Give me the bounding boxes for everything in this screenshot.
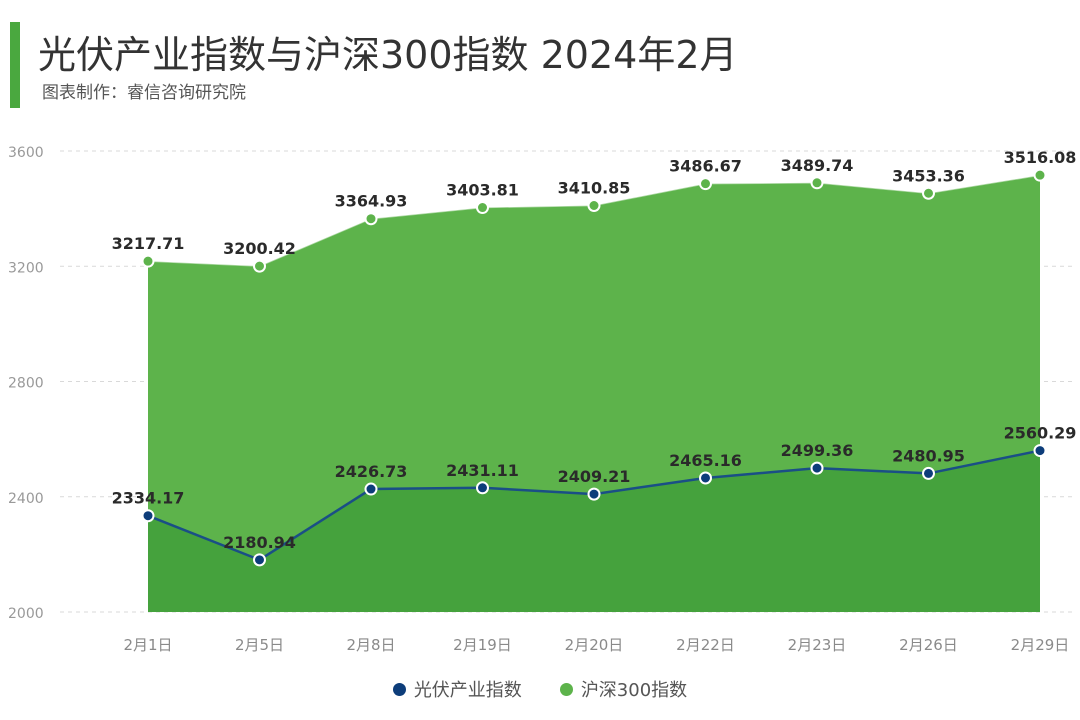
legend-label-pv: 光伏产业指数 [413,680,522,701]
data-label-hs300: 3200.42 [223,239,296,258]
data-point-pv [1033,444,1047,458]
x-tick-label: 2月1日 [123,636,172,654]
data-label-hs300: 3516.08 [1004,148,1077,167]
data-label-hs300: 3410.85 [558,178,631,197]
data-label-pv: 2426.73 [335,462,408,481]
data-point-pv [253,553,266,567]
data-label-layer: 2334.17 2180.94 2426.73 2431.11 2409.21 2465.… [112,148,1077,552]
data-label-hs300: 3453.36 [892,166,965,185]
x-tick-label: 2月8日 [346,636,395,654]
data-point-hs300 [587,198,601,212]
data-point-hs300 [699,177,712,191]
legend-item-hs300[interactable]: 沪深300指数 [559,676,688,702]
y-tick-label: 2000 [8,606,44,622]
x-tick-label: 2月5日 [235,636,284,654]
legend-marker-pv [392,682,406,696]
chart-title: 光伏产业指数与沪深300指数 2024年2月 [38,33,738,77]
x-tick-label: 2月20日 [565,636,624,654]
data-label-pv: 2560.29 [1004,424,1077,443]
legend-item-pv[interactable]: 光伏产业指数 [392,676,522,702]
data-label-pv: 2465.16 [669,451,742,470]
data-label-hs300: 3489.74 [781,156,854,175]
data-point-hs300 [810,176,824,190]
data-label-hs300: 3403.81 [446,181,519,200]
x-tick-label: 2月22日 [676,636,735,654]
data-point-hs300 [141,254,155,268]
x-tick-label: 2月29日 [1011,636,1070,654]
data-point-hs300 [364,212,378,226]
legend-label-hs300: 沪深300指数 [580,680,688,701]
data-point-pv [587,487,601,501]
data-label-pv: 2499.36 [781,441,854,460]
title-accent-bar [10,22,20,108]
x-tick-label: 2月26日 [899,636,958,654]
data-label-hs300: 3364.93 [335,192,408,211]
y-tick-label: 2400 [8,491,44,507]
data-point-hs300 [1033,168,1047,182]
data-label-pv: 2431.11 [446,461,519,480]
point-layer [141,168,1047,567]
data-point-hs300 [922,186,935,200]
chart-legend: 光伏产业指数 沪深300指数 [0,676,1080,702]
data-label-pv: 2409.21 [558,467,631,486]
data-point-hs300 [253,259,266,273]
data-point-pv [141,509,155,523]
data-label-hs300: 3217.71 [112,234,185,253]
x-tick-label: 2月19日 [453,636,512,654]
area-layer [148,175,1040,612]
y-tick-label: 3200 [8,260,44,276]
data-point-pv [476,481,489,495]
y-tick-label: 3600 [8,145,44,161]
data-label-pv: 2334.17 [112,489,185,508]
chart-subtitle: 图表制作：睿信咨询研究院 [42,83,246,103]
data-point-pv [922,466,935,480]
data-point-pv [364,482,378,496]
axis-label-layer: 2000 2400 2800 3200 3600 2月1日 2月5日 2月8日 2月19日 2月2… [8,145,1069,654]
x-tick-label: 2月23日 [788,636,847,654]
legend-marker-hs300 [559,682,573,696]
data-point-pv [699,471,712,485]
data-point-hs300 [476,201,489,215]
data-label-pv: 2480.95 [892,446,965,465]
data-label-hs300: 3486.67 [669,157,742,176]
data-point-pv [810,461,824,475]
data-label-pv: 2180.94 [223,533,296,552]
y-tick-label: 2800 [8,376,44,392]
